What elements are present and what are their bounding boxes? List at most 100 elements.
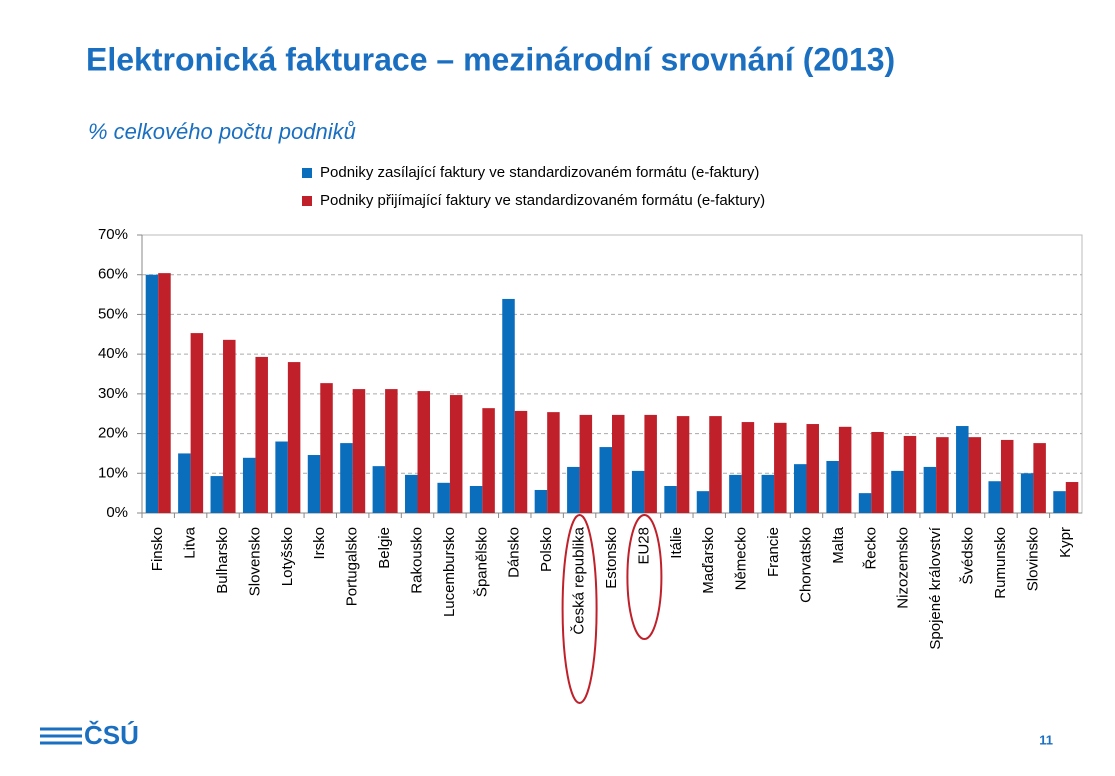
legend-label: Podniky zasílající faktury ve standardiz… [320,164,759,181]
bar [579,414,593,513]
bar [158,273,171,513]
y-tick-label: 70% [98,226,128,243]
bar [210,476,224,513]
bar [968,437,982,513]
x-tick-label: Lucembursko [441,527,458,617]
y-tick-label: 30% [98,385,128,402]
x-tick-label: Slovensko [246,527,263,596]
y-tick-label: 50% [98,305,128,322]
bar [838,426,852,513]
x-tick-label: Rakousko [408,527,425,594]
bar [307,455,321,513]
x-tick-label: Litva [182,526,199,558]
x-tick-label: Německo [733,527,750,590]
slide-title: Elektronická fakturace – mezinárodní sro… [86,41,895,77]
x-tick-label: Finsko [149,527,166,571]
bar [631,470,645,513]
bar [676,416,690,513]
x-tick-label: Maďarsko [700,527,717,594]
bar [1000,439,1014,513]
bar [664,485,677,513]
subtitle: % celkového počtu podniků [88,119,356,144]
legend-label: Podniky přijímající faktury ve standardi… [320,192,765,209]
bar [871,431,884,513]
legend-swatch [302,168,312,178]
x-tick-label: Chorvatsko [797,527,814,603]
x-tick-label: Belgie [376,527,393,569]
bar [242,457,256,513]
bar [372,466,386,513]
bar [320,383,333,513]
bar [223,339,236,513]
bar [729,474,742,513]
bar [417,391,431,513]
bar [482,408,495,513]
bar [774,422,787,513]
logo-text: ČSÚ [84,720,139,750]
page-number: 11 [1039,732,1053,747]
x-tick-label: Francie [765,527,782,577]
y-tick-label: 60% [98,266,128,283]
x-tick-label: Lotyšsko [279,527,296,586]
bar [287,362,301,513]
bar [696,491,710,513]
y-tick-label: 20% [98,425,128,442]
bar [190,333,204,513]
bar [741,422,755,513]
bar [761,474,775,513]
x-tick-label: Španělsko [473,527,490,597]
x-tick-label: Kypr [1057,527,1074,558]
x-tick-label: Bulharsko [214,527,231,594]
x-tick-label: Itálie [668,527,685,559]
bar [255,356,268,513]
bar [514,410,528,513]
highlight-ellipse [626,514,663,640]
x-tick-label: Nizozemsko [895,527,912,609]
bar [936,437,949,513]
x-tick-label: EU28 [635,527,652,565]
bar [449,395,463,513]
legend-swatch [302,196,312,206]
bar [352,389,366,513]
x-tick-label: Spojené království [927,526,944,649]
bar [405,474,418,513]
bar [612,414,625,513]
x-tick-label: Irsko [311,527,328,560]
highlight-ellipse [561,514,598,704]
bar [385,389,398,513]
x-tick-label: Řecko [862,527,879,570]
bar [806,424,819,513]
x-tick-label: Slovinsko [1024,527,1041,591]
bar [956,426,969,513]
bar [1053,491,1066,513]
bar [275,441,288,513]
bar [547,412,560,513]
x-tick-label: Polsko [538,527,555,572]
x-tick-label: Portugalsko [344,527,361,606]
y-tick-label: 40% [98,345,128,362]
bar [502,298,515,513]
bar [826,460,839,513]
bar [145,274,159,513]
bar [891,470,904,513]
bar [923,466,937,513]
bar [469,485,483,513]
bar [1020,473,1034,513]
x-tick-label: Česká republika [571,526,588,634]
x-tick-label: Dánsko [506,527,523,578]
bar [988,481,1001,513]
bar [858,493,872,513]
bar [1065,482,1079,513]
bar [793,464,807,513]
bar [644,414,657,513]
x-tick-label: Rumunsko [992,527,1009,599]
y-tick-label: 0% [106,504,128,521]
bar [709,416,722,513]
bar [437,482,450,513]
x-tick-label: Estonsko [603,527,620,589]
y-tick-label: 10% [98,464,128,481]
x-tick-label: Švédsko [960,527,977,585]
bar [599,447,612,513]
bar [178,453,191,513]
